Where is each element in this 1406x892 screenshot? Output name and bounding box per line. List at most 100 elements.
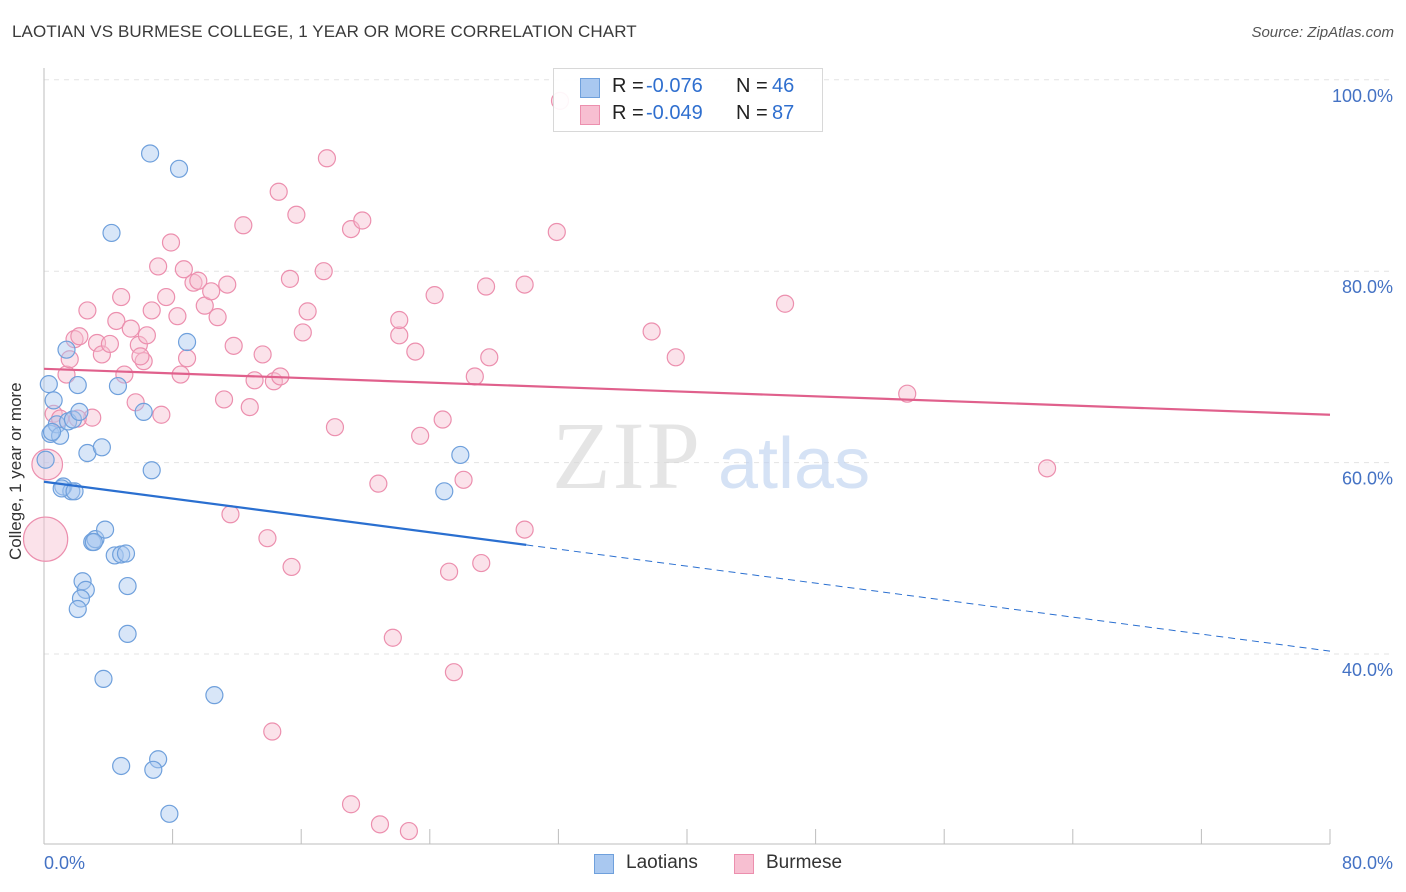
watermark: ZIP atlas	[552, 402, 870, 509]
burmese-point	[341, 795, 361, 814]
source-credit: Source: ZipAtlas.com	[1251, 24, 1394, 41]
laotians-point	[39, 375, 58, 394]
laotians-point	[169, 159, 189, 178]
laotians-point	[68, 599, 87, 619]
legend-r-value: -0.076	[646, 75, 703, 97]
burmese-point	[253, 345, 272, 364]
burmese-trend-line	[43, 367, 1331, 416]
burmese-point	[174, 260, 193, 279]
laotians-point	[84, 532, 103, 552]
laotians-point	[71, 589, 91, 608]
x-tick-label: 80.0%	[1342, 853, 1393, 873]
tick-labels: 40.0% 60.0% 80.0% 100.0% 0.0% 80.0%	[44, 86, 1393, 873]
laotians-point	[36, 450, 55, 469]
burmese-point	[666, 348, 685, 367]
legend-n-value: 46	[772, 75, 795, 97]
laotians-trend-extension	[526, 544, 1331, 652]
y-tick-label: 80.0%	[1342, 277, 1393, 297]
laotians-point	[140, 144, 160, 163]
laotians-point	[70, 402, 89, 421]
burmese-point	[202, 282, 221, 301]
burmese-point	[317, 149, 337, 168]
burmese-point	[399, 821, 419, 841]
burmese-point	[439, 562, 459, 581]
burmese-point	[121, 319, 140, 338]
burmese-point	[280, 269, 300, 288]
burmese-point	[245, 371, 264, 390]
burmese-point	[70, 327, 89, 346]
burmese-point	[131, 347, 150, 366]
burmese-point	[214, 390, 234, 409]
laotians-point	[76, 580, 95, 599]
burmese-point	[152, 405, 171, 424]
burmese-swatch	[580, 105, 600, 125]
burmese-point	[161, 233, 181, 252]
legend-r-value: -0.049	[646, 102, 703, 124]
laotians-point	[57, 340, 76, 359]
laotians-point	[68, 375, 87, 395]
legend-r-label: R =	[612, 75, 644, 97]
burmese-point	[22, 516, 69, 562]
burmese-point	[515, 275, 534, 294]
burmese-point	[898, 384, 917, 403]
burmese-point	[390, 310, 409, 330]
burmese-point	[370, 815, 390, 834]
burmese-swatch	[734, 854, 754, 874]
legend-label-burmese: Burmese	[766, 852, 843, 873]
laotians-point	[144, 760, 163, 779]
laotians-point	[118, 624, 137, 644]
laotians-point	[112, 756, 131, 776]
burmese-point	[269, 182, 288, 201]
burmese-point	[60, 350, 79, 369]
burmese-point	[208, 308, 227, 327]
axes	[43, 68, 1331, 845]
burmese-point	[411, 426, 430, 445]
grid-lines	[44, 79, 1392, 655]
burmese-point	[234, 216, 253, 235]
laotians-swatch	[580, 78, 600, 98]
burmese-point	[258, 529, 277, 548]
laotians-point	[94, 669, 113, 688]
correlation-legend: R = -0.076 N = 46 R = -0.049 N = 87	[553, 68, 823, 132]
burmese-point	[480, 348, 499, 367]
burmese-point	[149, 257, 168, 276]
laotians-point	[177, 332, 197, 352]
burmese-point	[189, 271, 208, 290]
burmese-point	[406, 342, 425, 361]
y-tick-label: 100.0%	[1332, 86, 1393, 106]
laotians-point	[108, 376, 128, 396]
legend-n-label: N =	[736, 75, 768, 97]
burmese-point	[137, 326, 156, 345]
burmese-points	[22, 91, 1057, 841]
trend-lines	[43, 367, 1331, 652]
burmese-point	[476, 277, 496, 296]
legend-n-label: N =	[736, 102, 768, 124]
burmese-point	[112, 287, 131, 307]
laotians-points	[36, 144, 470, 823]
laotians-point	[435, 482, 454, 501]
burmese-point	[115, 365, 134, 384]
burmese-point	[515, 520, 534, 539]
legend-row-laotians: R = -0.076 N = 46	[554, 75, 822, 101]
laotians-point	[116, 544, 136, 563]
burmese-point	[433, 410, 452, 429]
laotians-point	[205, 686, 224, 705]
laotians-point	[134, 402, 153, 421]
laotians-point	[105, 546, 124, 565]
laotians-point	[86, 530, 105, 549]
burmese-point	[425, 286, 444, 305]
burmese-point	[298, 302, 317, 321]
burmese-point	[325, 418, 345, 437]
laotians-swatch	[594, 854, 614, 874]
burmese-point	[31, 448, 64, 481]
laotians-point	[142, 461, 161, 480]
burmese-point	[177, 349, 197, 368]
burmese-point	[383, 628, 402, 647]
laotians-point	[160, 804, 179, 823]
y-tick-label: 40.0%	[1342, 660, 1393, 680]
burmese-point	[390, 326, 409, 345]
laotians-point	[95, 520, 115, 539]
burmese-point	[224, 336, 243, 355]
burmese-point	[293, 323, 312, 342]
